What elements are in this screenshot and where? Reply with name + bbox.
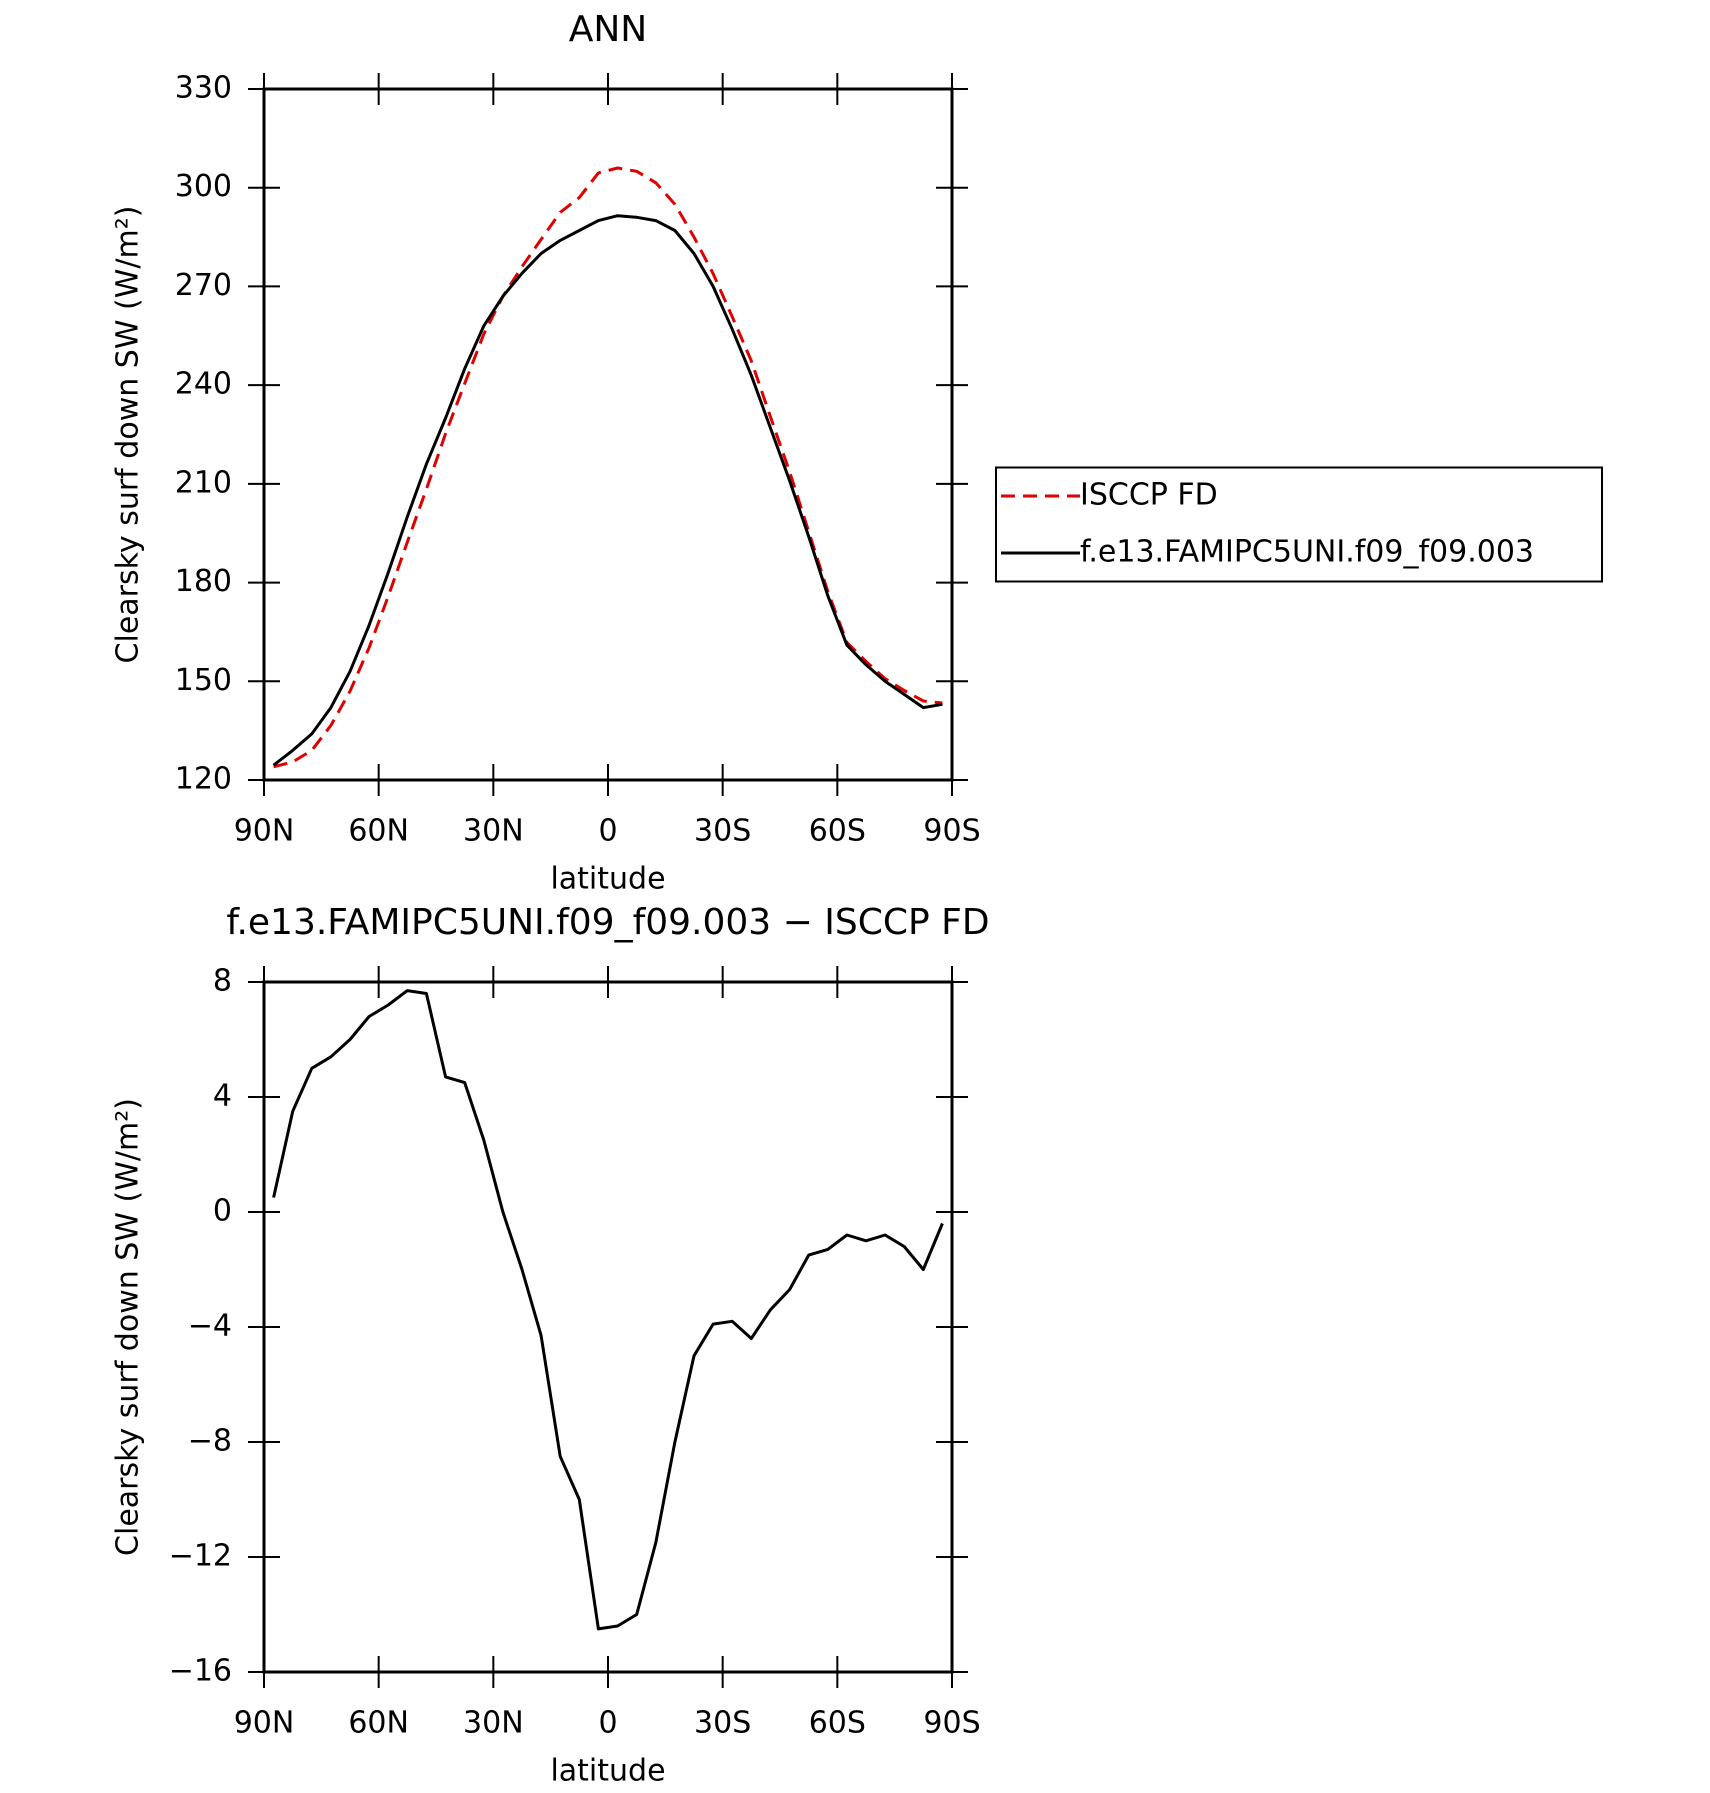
x-tick-label: 30N	[463, 1706, 524, 1741]
x-tick-label: 0	[598, 1706, 617, 1741]
x-tick-label: 90N	[234, 1706, 295, 1741]
series-line	[273, 166, 943, 769]
chart-title: f.e13.FAMIPC5UNI.f09_f09.003 − ISCCP FD	[226, 902, 989, 943]
x-tick-label: 0	[598, 814, 617, 849]
legend-label: ISCCP FD	[1080, 478, 1218, 513]
y-tick-label: 0	[213, 1194, 232, 1229]
y-tick-label: 4	[213, 1079, 232, 1114]
y-tick-label: 300	[175, 169, 232, 204]
x-tick-label: 30S	[694, 814, 751, 849]
y-tick-label: 210	[175, 465, 232, 500]
y-axis-label: Clearsky surf down SW (W/m²)	[111, 1098, 146, 1556]
x-tick-label: 60S	[809, 814, 866, 849]
y-tick-label: −12	[169, 1539, 232, 1574]
chart-title: ANN	[569, 9, 648, 50]
y-tick-label: −4	[188, 1309, 232, 1344]
x-tick-label: 90S	[923, 1706, 980, 1741]
y-tick-label: 180	[175, 564, 232, 599]
plot-frame	[262, 87, 954, 782]
y-tick-label: −16	[169, 1654, 232, 1689]
x-axis-label: latitude	[550, 862, 665, 897]
y-axis-label: Clearsky surf down SW (W/m²)	[111, 206, 146, 664]
x-tick-label: 90S	[923, 814, 980, 849]
legend: ISCCP FD f.e13.FAMIPC5UNI.f09_f09.003	[995, 466, 1603, 583]
x-tick-label: 30N	[463, 814, 524, 849]
y-tick-label: 330	[175, 71, 232, 106]
y-tick-label: 150	[175, 663, 232, 698]
series-line	[272, 989, 944, 1631]
x-tick-label: 60S	[809, 1706, 866, 1741]
x-axis-label: latitude	[550, 1754, 665, 1789]
x-tick-label: 90N	[234, 814, 295, 849]
y-tick-label: 8	[213, 964, 232, 999]
legend-box	[995, 466, 1603, 583]
y-tick-label: 270	[175, 268, 232, 303]
series-line	[272, 214, 943, 767]
x-tick-label: 30S	[694, 1706, 751, 1741]
y-tick-label: 240	[175, 367, 232, 402]
x-tick-label: 60N	[348, 1706, 409, 1741]
x-tick-label: 60N	[348, 814, 409, 849]
legend-label: f.e13.FAMIPC5UNI.f09_f09.003	[1080, 535, 1534, 570]
y-tick-label: −8	[188, 1424, 232, 1459]
y-tick-label: 120	[175, 762, 232, 797]
plot-frame	[262, 980, 954, 1674]
